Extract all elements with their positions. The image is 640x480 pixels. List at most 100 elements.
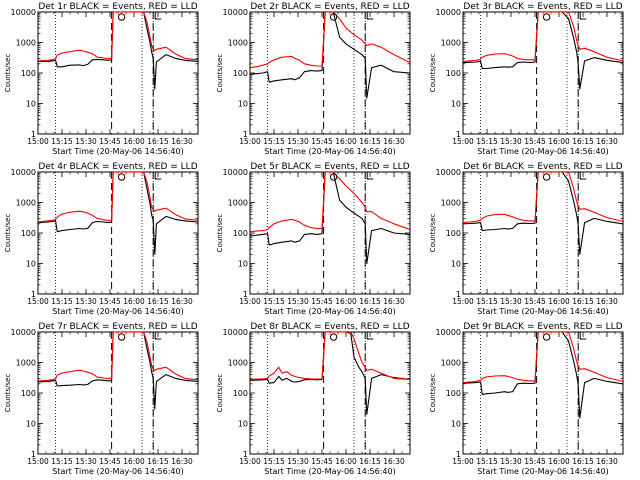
x-tick-label: 15:00 (239, 137, 261, 146)
panel-det-6: Det 6r BLACK = Events, RED = LLD 1 10 100 10… (429, 162, 624, 316)
y-axis-title: Counts/sec (429, 374, 437, 413)
start-marker (542, 13, 551, 21)
y-tick-label: 100 (233, 229, 248, 238)
x-axis-title: Start Time (20-May-06 14:56:40) (264, 307, 395, 316)
y-tick-label: 10 (238, 420, 248, 429)
y-tick-label: 10000 (223, 8, 248, 17)
y-tick-label: 10 (26, 100, 36, 109)
x-tick-label: 16:00 (123, 297, 145, 306)
y-tick-label: 10 (238, 260, 248, 269)
x-tick-label: 16:15 (147, 137, 169, 146)
y-tick-label: 1 (243, 130, 248, 139)
start-marker (117, 173, 126, 181)
panel-title: Det 7r BLACK = Events, RED = LLD (38, 322, 197, 332)
x-tick-label: 15:30 (287, 137, 309, 146)
x-tick-label: 15:00 (27, 297, 49, 306)
y-tick-label: 10 (238, 100, 248, 109)
x-tick-label: 15:30 (500, 457, 522, 466)
series-lld (250, 12, 410, 69)
x-tick-label: 16:00 (335, 297, 357, 306)
y-tick-label: 10000 (436, 168, 461, 177)
x-tick-label: 15:15 (476, 137, 498, 146)
x-tick-label: 16:15 (572, 297, 594, 306)
x-tick-label: 15:15 (476, 457, 498, 466)
series-events (38, 332, 198, 410)
y-tick-label: 1 (31, 290, 36, 299)
y-tick-label: 1000 (16, 199, 36, 208)
series-lld (463, 12, 623, 62)
x-tick-label: 15:30 (75, 457, 97, 466)
series-events (250, 172, 410, 265)
y-tick-label: 100 (233, 389, 248, 398)
x-axis-title: Start Time (20-May-06 14:56:40) (477, 307, 608, 316)
panel-det-7: Det 7r BLACK = Events, RED = LLD 1 10 100 10… (4, 322, 199, 476)
y-tick-label: 10 (26, 420, 36, 429)
x-tick-label: 15:30 (75, 137, 97, 146)
series-lld (250, 172, 410, 233)
plot-frame (37, 11, 199, 135)
y-tick-label: 1 (456, 290, 461, 299)
x-tick-label: 16:15 (147, 297, 169, 306)
x-tick-label: 15:45 (524, 137, 546, 146)
x-tick-label: 16:15 (359, 297, 381, 306)
x-tick-label: 15:45 (99, 457, 121, 466)
x-axis-title: Start Time (20-May-06 14:56:40) (477, 467, 608, 476)
x-tick-label: 15:45 (524, 297, 546, 306)
x-tick-label: 15:15 (263, 137, 285, 146)
y-tick-label: 1000 (441, 359, 461, 368)
y-tick-label: 100 (21, 69, 36, 78)
panel-det-5: Det 5r BLACK = Events, RED = LLD 1 10 100 10… (216, 162, 411, 316)
x-tick-label: 15:00 (452, 297, 474, 306)
x-tick-label: 15:45 (524, 457, 546, 466)
x-tick-label: 15:30 (287, 297, 309, 306)
end-marker (366, 172, 374, 180)
x-tick-label: 16:30 (383, 137, 405, 146)
start-marker (117, 333, 126, 341)
series-lld (38, 332, 198, 382)
y-tick-label: 100 (446, 69, 461, 78)
x-tick-label: 15:30 (75, 297, 97, 306)
y-tick-label: 100 (446, 389, 461, 398)
x-axis-title: Start Time (20-May-06 14:56:40) (52, 147, 183, 156)
end-marker (579, 172, 587, 180)
y-tick-label: 10000 (436, 8, 461, 17)
end-marker (154, 332, 162, 340)
panel-title: Det 3r BLACK = Events, RED = LLD (463, 2, 622, 12)
x-axis-title: Start Time (20-May-06 14:56:40) (477, 147, 608, 156)
plot-frame (462, 171, 624, 295)
y-tick-label: 10000 (11, 168, 36, 177)
panel-title: Det 4r BLACK = Events, RED = LLD (38, 162, 197, 172)
series-events (463, 332, 623, 419)
x-tick-label: 16:00 (548, 457, 570, 466)
y-tick-label: 10 (26, 260, 36, 269)
y-axis-title: Counts/sec (216, 54, 224, 93)
plot-frame (37, 331, 199, 455)
y-axis-title: Counts/sec (429, 54, 437, 93)
y-axis-title: Counts/sec (4, 214, 12, 253)
x-tick-label: 16:00 (335, 457, 357, 466)
x-tick-label: 15:30 (500, 297, 522, 306)
panel-title: Det 6r BLACK = Events, RED = LLD (463, 162, 622, 172)
series-lld (463, 172, 623, 224)
y-tick-label: 10000 (11, 328, 36, 337)
x-axis-title: Start Time (20-May-06 14:56:40) (264, 467, 395, 476)
x-tick-label: 15:15 (263, 457, 285, 466)
panel-det-4: Det 4r BLACK = Events, RED = LLD 1 10 100 10… (4, 162, 199, 316)
x-tick-label: 15:15 (51, 297, 73, 306)
y-tick-label: 1000 (228, 199, 248, 208)
x-tick-label: 16:30 (596, 137, 618, 146)
y-axis-title: Counts/sec (429, 214, 437, 253)
y-tick-label: 10000 (11, 8, 36, 17)
x-tick-label: 15:15 (51, 137, 73, 146)
y-tick-label: 1 (243, 450, 248, 459)
y-axis-title: Counts/sec (216, 374, 224, 413)
plot-frame (462, 11, 624, 135)
start-marker (542, 333, 551, 341)
panel-det-1: Det 1r BLACK = Events, RED = LLD 1 10 100 10… (4, 2, 199, 156)
end-marker (154, 172, 162, 180)
x-tick-label: 16:00 (548, 137, 570, 146)
x-tick-label: 16:15 (359, 137, 381, 146)
y-tick-label: 1 (31, 130, 36, 139)
x-tick-label: 16:30 (383, 297, 405, 306)
